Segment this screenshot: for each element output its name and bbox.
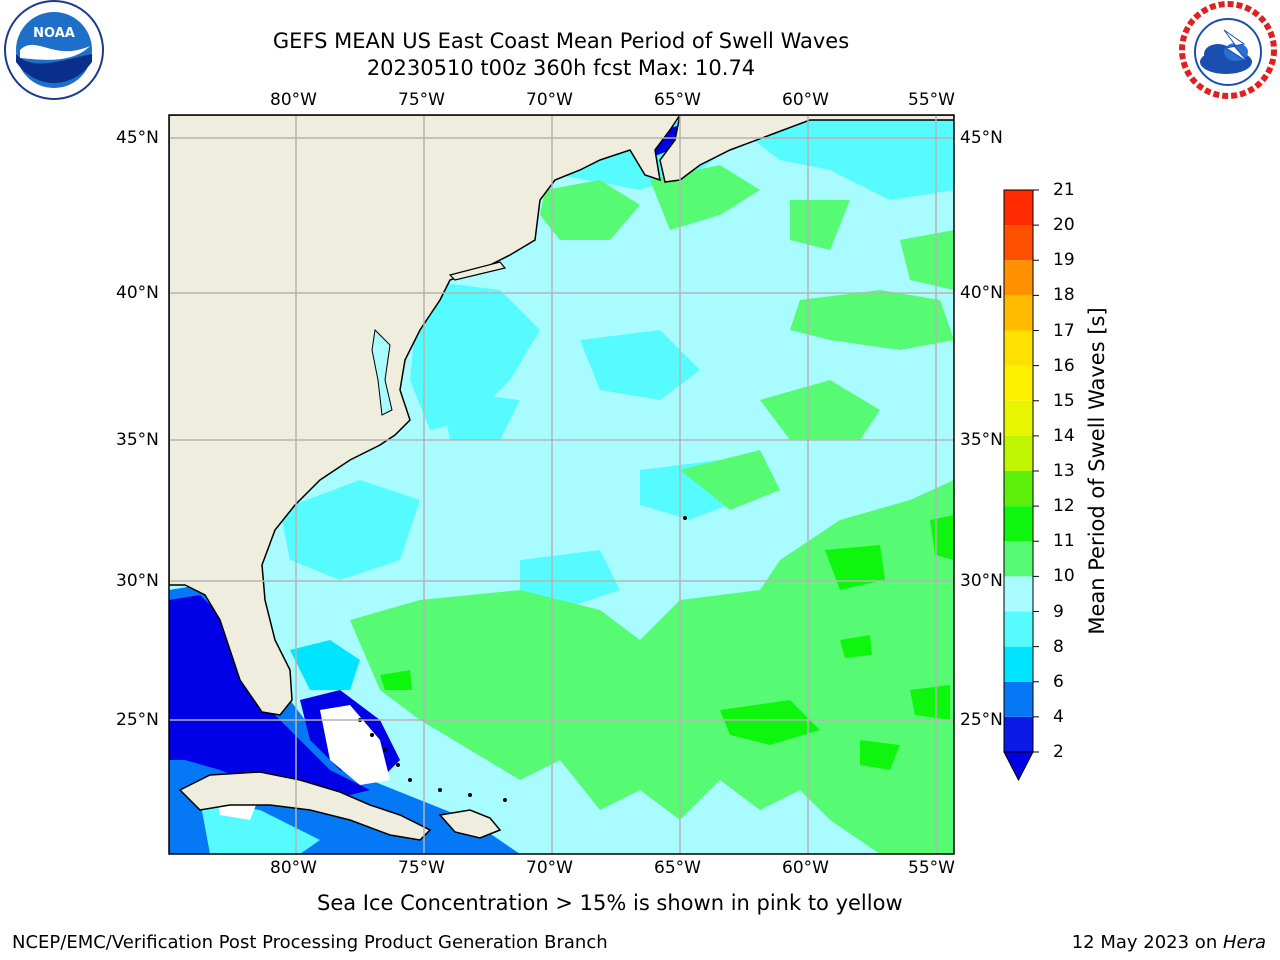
lat-label-left-30n: 30°N: [116, 571, 159, 591]
chart-subtitle: 20230510 t00z 360h fcst Max: 10.74: [366, 56, 756, 80]
lon-label-top-70w: 70°W: [526, 90, 573, 110]
colorbar-tick-label-2: 2: [1053, 742, 1064, 762]
lon-label-top-60w: 60°W: [782, 90, 829, 110]
colorbar-tick-label-11: 11: [1053, 531, 1075, 552]
swell-contour-10-11: [380, 515, 954, 770]
colorbar-tick-label-9: 9: [1053, 601, 1064, 622]
sea-ice-note: Sea Ice Concentration > 15% is shown in …: [317, 891, 903, 915]
colorbar-tick-label-12: 12: [1053, 496, 1075, 517]
land-nova-scotia: [659, 115, 954, 183]
map-frame: [168, 114, 955, 855]
lon-label-top-55w: 55°W: [908, 90, 955, 110]
map-plot-area: [169, 115, 954, 854]
lat-label-right-35n: 35°N: [960, 430, 1003, 450]
lat-label-right-25n: 25°N: [960, 710, 1003, 730]
lat-label-left-35n: 35°N: [116, 430, 159, 450]
lon-label-bottom-55w: 55°W: [908, 858, 955, 878]
lat-label-right-45n: 45°N: [960, 128, 1003, 148]
colorbar-label: Mean Period of Swell Waves [s]: [1085, 307, 1109, 635]
lon-label-bottom-70w: 70°W: [526, 858, 573, 878]
lon-label-top-80w: 80°W: [270, 90, 317, 110]
chesapeake-bay: [371, 328, 393, 416]
colorbar-tick-label-13: 13: [1053, 461, 1075, 481]
colorbar-tick-label-6: 6: [1053, 671, 1064, 692]
lon-label-bottom-65w: 65°W: [654, 858, 701, 878]
colorbar-tick-label-8: 8: [1053, 636, 1064, 657]
chart-title: GEFS MEAN US East Coast Mean Period of S…: [272, 29, 850, 53]
colorbar-tick-label-15: 15: [1053, 390, 1075, 411]
colorbar-tick-label-18: 18: [1053, 285, 1075, 306]
footer-host: Hera: [1222, 932, 1266, 953]
colorbar-tick-label-21: 21: [1053, 180, 1075, 200]
national-weather-service-logo: [1179, 1, 1277, 99]
noaa-logo: NOAA: [4, 0, 104, 100]
colorbar-tick-label-20: 20: [1053, 215, 1075, 236]
lon-label-top-65w: 65°W: [654, 90, 701, 110]
colorbar-tick-label-17: 17: [1053, 320, 1075, 341]
colorbar-tick-label-10: 10: [1053, 566, 1075, 587]
lat-label-left-25n: 25°N: [116, 710, 159, 730]
colorbar-tick-label-19: 19: [1053, 250, 1075, 271]
lat-label-right-30n: 30°N: [960, 571, 1003, 591]
map-grid: [169, 115, 954, 854]
lon-label-bottom-75w: 75°W: [398, 858, 445, 878]
footer-branch: NCEP/EMC/Verification Post Processing Pr…: [12, 932, 608, 953]
land-cuba: [178, 771, 432, 841]
long-island: [448, 261, 507, 281]
lon-label-bottom-80w: 80°W: [270, 858, 317, 878]
land-hispaniola: [438, 809, 502, 839]
colorbar-tick-labels: 2 4 6 8 9 10 11 12 13 14 15 16 17 18 19 20 21: [1040, 180, 1080, 782]
lon-label-bottom-60w: 60°W: [782, 858, 829, 878]
lon-label-top-75w: 75°W: [398, 90, 445, 110]
bahamas-islands: [358, 516, 687, 802]
swell-contour-9-10: [350, 165, 954, 854]
footer-date: 12 May 2023 on Hera: [1072, 932, 1266, 953]
lat-label-right-40n: 40°N: [960, 283, 1003, 303]
colorbar-tick-label-16: 16: [1053, 355, 1075, 376]
lat-label-left-40n: 40°N: [116, 283, 159, 303]
colorbar-tick-label-4: 4: [1053, 706, 1064, 727]
svg-text:NOAA: NOAA: [33, 26, 75, 41]
colorbar-tick-label-14: 14: [1053, 425, 1075, 446]
lat-label-left-45n: 45°N: [116, 128, 159, 148]
footer-date-text: 12 May 2023 on: [1071, 932, 1223, 953]
